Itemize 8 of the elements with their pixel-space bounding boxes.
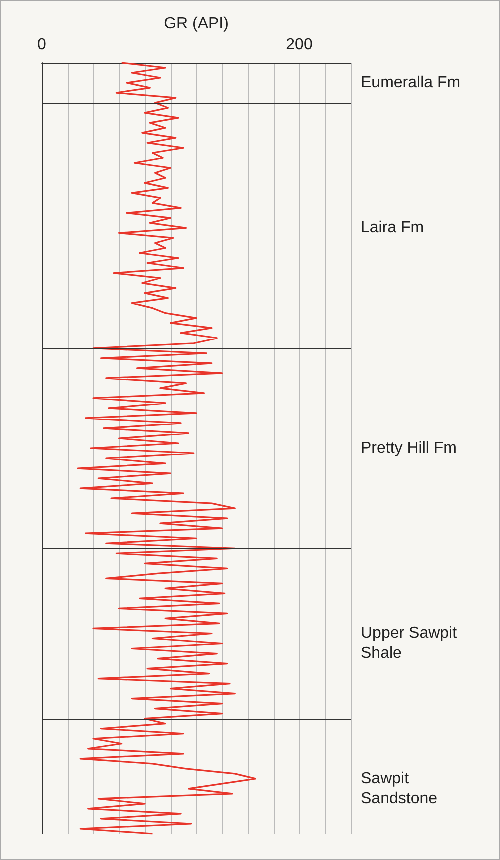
x-axis-title: GR (API) <box>164 16 229 33</box>
text: Upper Sawpit Shale <box>361 625 462 662</box>
text: Eumeralla Fm <box>361 74 461 92</box>
text: Laira Fm <box>361 220 424 237</box>
x-tick-label: 200 <box>286 36 313 54</box>
text: Pretty Hill Fm <box>361 440 457 457</box>
text: Sawpit Sandstone <box>361 770 438 808</box>
x-tick-label: 0 <box>38 36 47 54</box>
